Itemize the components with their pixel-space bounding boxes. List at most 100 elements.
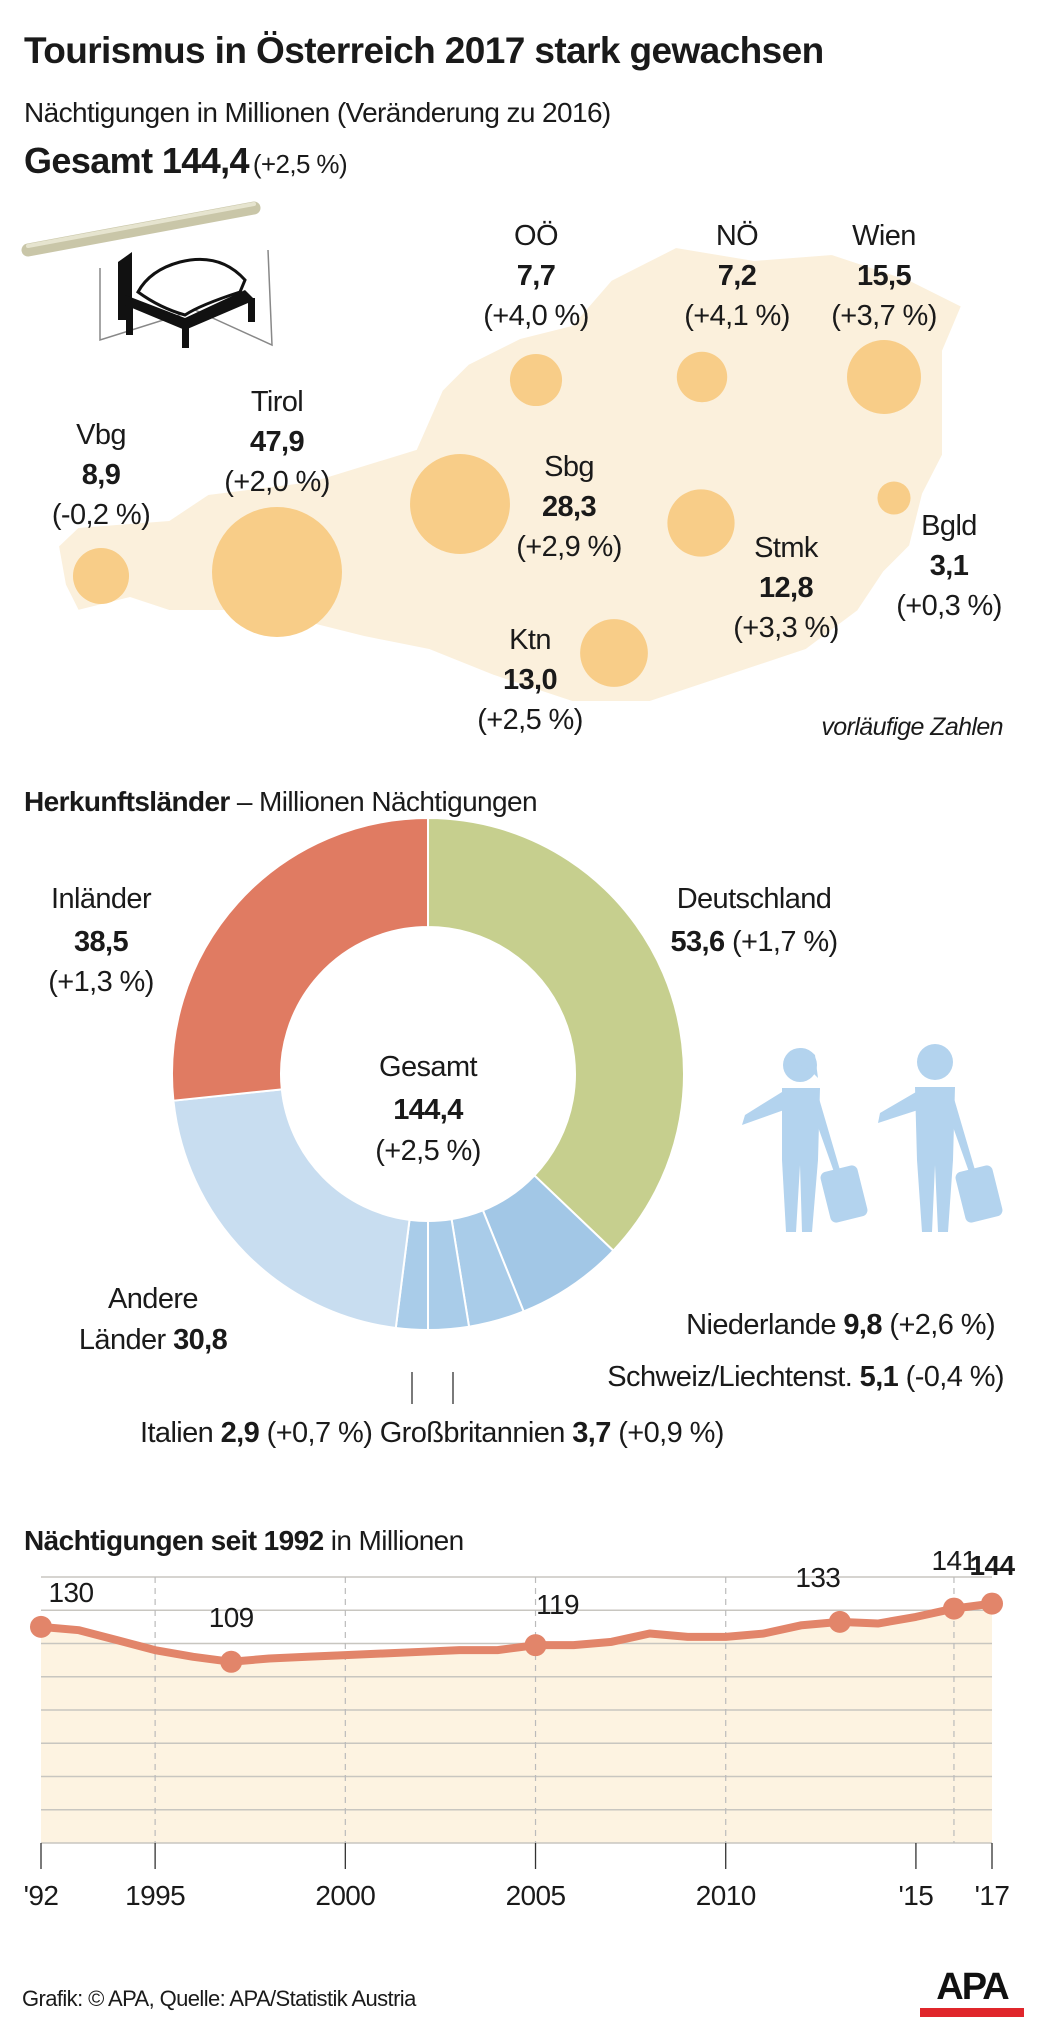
x-tick-label: 1995 (125, 1880, 186, 1911)
region-value: 15,5 (856, 260, 912, 292)
bubble-5 (847, 340, 921, 414)
origin-heading-bold: Herkunftsländer (24, 786, 230, 817)
region-value: 13,0 (502, 664, 558, 696)
center-label: Gesamt (379, 1051, 478, 1083)
region-value: 7,7 (516, 260, 556, 292)
region-change: (+2,9 %) (516, 531, 622, 563)
de-value: 53,6 (670, 926, 725, 958)
bubble-1 (212, 507, 342, 637)
ch-name: Schweiz/Liechtenst. (607, 1361, 853, 1393)
area-fill (41, 1603, 992, 1843)
gb-change: (+0,9 %) (618, 1417, 724, 1449)
data-point-2016 (942, 1597, 965, 1620)
donut-slice-2 (450, 1209, 525, 1328)
label-andere-name: Andere (108, 1283, 199, 1315)
x-tick-label: 2005 (505, 1880, 566, 1911)
label-niederlande: Niederlande 9,8 (+2,6 %) (686, 1311, 995, 1340)
region-name: Stmk (754, 532, 818, 564)
label-schweiz: Schweiz/Liechtenst. 5,1 (-0,4 %) (607, 1363, 1004, 1392)
donut-slice-4 (394, 1218, 429, 1332)
bed-sign-icon (21, 201, 273, 348)
bubble-8 (580, 619, 648, 687)
x-tick-label: '17 (974, 1880, 1010, 1911)
andere-name2: Länder (78, 1324, 166, 1356)
total-change: (+2,5 %) (252, 149, 348, 179)
bubble-2 (410, 454, 510, 554)
point-label: 144 (969, 1549, 1016, 1581)
total-label: Gesamt 144,4 (24, 140, 250, 181)
region-name: OÖ (514, 220, 559, 252)
region-name: Bgld (921, 510, 977, 542)
nl-value: 9,8 (843, 1309, 882, 1341)
map-note: vorläufige Zahlen (821, 713, 1003, 741)
point-label: 133 (795, 1561, 841, 1593)
andere-value: 30,8 (173, 1324, 228, 1356)
de-change: (+1,7 %) (731, 926, 838, 958)
it-change: (+0,7 %) (266, 1417, 373, 1449)
it-name: Italien (140, 1417, 214, 1449)
bubble-7 (877, 481, 911, 515)
x-tick-label: 2000 (315, 1880, 376, 1911)
region-change: (+3,7 %) (831, 300, 937, 332)
gb-value: 3,7 (572, 1417, 611, 1449)
data-point-2017 (981, 1592, 1003, 1615)
x-tick-label: 2010 (695, 1880, 756, 1911)
point-label: 130 (48, 1576, 95, 1608)
it-value: 2,9 (220, 1417, 260, 1449)
page-title: Tourismus in Österreich 2017 stark gewac… (24, 30, 824, 71)
line-title-bold: Nächtigungen seit 1992 (24, 1525, 324, 1556)
region-name: Sbg (544, 451, 594, 483)
region-name: NÖ (715, 220, 759, 252)
region-value: 47,9 (249, 426, 305, 458)
region-change: (+4,0 %) (483, 300, 589, 332)
nl-name: Niederlande (686, 1309, 836, 1341)
series-line (40, 1599, 993, 1666)
data-point-1997 (220, 1650, 243, 1673)
line-chart-title: Nächtigungen seit 1992 in Millionen (24, 1527, 464, 1555)
region-value: 7,2 (717, 260, 757, 292)
travelers-icon (742, 1044, 1003, 1232)
center-change: (+2,5 %) (375, 1135, 481, 1167)
bubble-3 (509, 353, 563, 407)
austria-map (21, 201, 964, 703)
label-inlaender-name: Inländer (51, 883, 152, 915)
region-name: Ktn (509, 624, 551, 656)
gb-name: Großbritannien (379, 1417, 566, 1449)
donut-slice-3 (427, 1217, 471, 1332)
region-change: (+0,3 %) (896, 590, 1002, 622)
origin-heading: Herkunftsländer – Millionen Nächtigungen (24, 786, 538, 817)
total: Gesamt 144,4 (+2,5 %) (24, 140, 348, 181)
bubble-4 (676, 351, 728, 403)
region-value: 28,3 (541, 491, 597, 523)
label-inlaender-value: 38,5 (73, 926, 129, 958)
point-label: 141 (931, 1544, 977, 1576)
region-value: 12,8 (758, 572, 814, 604)
source-text: Grafik: © APA, Quelle: APA/Statistik Aus… (22, 1986, 416, 2011)
bubble-6 (667, 489, 735, 557)
label-andere-value: Länder 30,8 (78, 1324, 228, 1356)
donut-slice-1 (481, 1174, 615, 1313)
region-change: (+2,5 %) (477, 704, 583, 736)
ch-value: 5,1 (859, 1361, 899, 1393)
region-change: (+3,3 %) (733, 612, 839, 644)
apa-logo: APA (920, 1968, 1024, 2018)
origin-heading-rest: – Millionen Nächtigungen (236, 786, 538, 817)
donut-slice-0 (427, 816, 685, 1253)
region-change: (-0,2 %) (51, 499, 151, 531)
data-point-2005 (524, 1634, 547, 1657)
region-name: Wien (852, 220, 916, 252)
region-name: Vbg (76, 419, 126, 451)
region-change: (+2,0 %) (224, 466, 330, 498)
label-inlaender-change: (+1,3 %) (48, 966, 154, 998)
data-point-2013 (828, 1610, 851, 1633)
donut-slice-5 (172, 1088, 411, 1330)
region-value: 3,1 (929, 550, 969, 582)
x-tick-label: '15 (898, 1880, 934, 1911)
point-label: 109 (208, 1601, 255, 1633)
label-deutschland-value: 53,6 (+1,7 %) (670, 926, 838, 958)
line-title-rest: in Millionen (330, 1525, 464, 1556)
region-value: 8,9 (81, 459, 121, 491)
point-label: 119 (536, 1589, 579, 1621)
apa-logo-text: APA (936, 1966, 1009, 2008)
label-italien-gb: Italien 2,9 (+0,7 %) Großbritannien 3,7 … (140, 1419, 724, 1448)
